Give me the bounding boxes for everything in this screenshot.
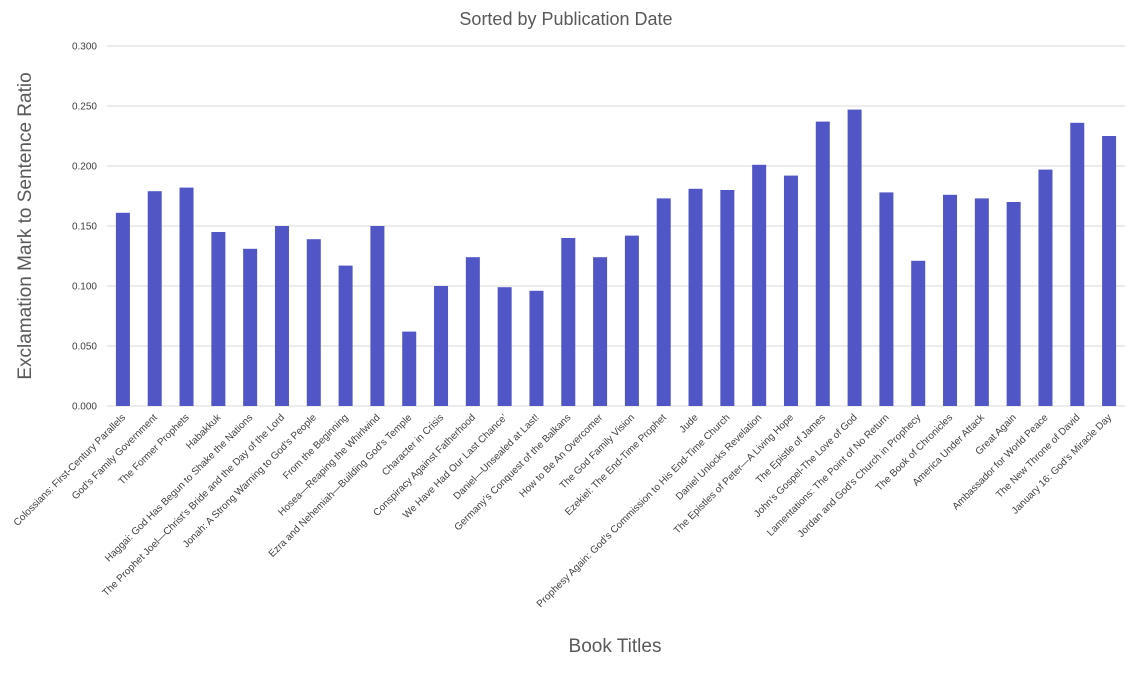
bar bbox=[593, 257, 608, 406]
bar bbox=[147, 191, 162, 406]
chart-title: Sorted by Publication Date bbox=[459, 9, 672, 29]
x-axis-title: Book Titles bbox=[569, 636, 662, 657]
gridlines bbox=[107, 45, 1125, 407]
bar bbox=[879, 192, 894, 406]
y-tick-label: 0.100 bbox=[72, 282, 97, 293]
bar bbox=[720, 190, 735, 406]
bar bbox=[274, 226, 289, 406]
bar bbox=[656, 198, 671, 406]
bar bbox=[974, 198, 989, 406]
y-tick-label: 0.000 bbox=[72, 402, 97, 413]
bar bbox=[402, 331, 417, 406]
bar bbox=[465, 257, 480, 406]
bar bbox=[752, 164, 767, 406]
y-tick-label: 0.050 bbox=[72, 342, 97, 353]
bar bbox=[529, 290, 544, 406]
bar bbox=[688, 188, 703, 406]
bar bbox=[179, 187, 194, 406]
bar bbox=[815, 121, 830, 406]
bar bbox=[847, 109, 862, 406]
x-tick-label: Colossians: First-Century Parallels bbox=[12, 412, 128, 528]
y-axis-ticks: 0.000 0.050 0.100 0.150 0.200 0.250 0.300 bbox=[72, 42, 97, 413]
bar bbox=[561, 238, 576, 406]
bar bbox=[624, 235, 639, 406]
y-axis-title: Exclamation Mark to Sentence Ratio bbox=[15, 72, 36, 379]
bar bbox=[1070, 122, 1085, 407]
bar bbox=[1006, 202, 1021, 406]
y-tick-label: 0.300 bbox=[72, 42, 97, 53]
x-tick-label: Germany’s Conquest of the Balkans bbox=[453, 412, 574, 533]
bar bbox=[115, 212, 130, 406]
bar bbox=[783, 175, 798, 406]
bars bbox=[115, 109, 1117, 407]
y-tick-label: 0.200 bbox=[72, 162, 97, 173]
bar bbox=[943, 194, 958, 406]
bar bbox=[306, 239, 321, 406]
bar bbox=[243, 248, 258, 406]
bar bbox=[370, 226, 385, 406]
bar bbox=[338, 265, 353, 406]
bar bbox=[497, 287, 512, 406]
bar bbox=[1038, 169, 1053, 406]
bar bbox=[911, 260, 926, 406]
bar bbox=[211, 232, 226, 406]
y-tick-label: 0.150 bbox=[72, 222, 97, 233]
y-tick-label: 0.250 bbox=[72, 102, 97, 113]
x-tick-label: Jude bbox=[678, 412, 701, 435]
bar bbox=[1102, 136, 1117, 406]
x-axis-category-labels: Colossians: First-Century ParallelsGod’s… bbox=[12, 412, 1114, 610]
x-tick-label: Haggai: God Has Begun to Shake the Natio… bbox=[103, 412, 255, 564]
bar bbox=[434, 286, 449, 406]
